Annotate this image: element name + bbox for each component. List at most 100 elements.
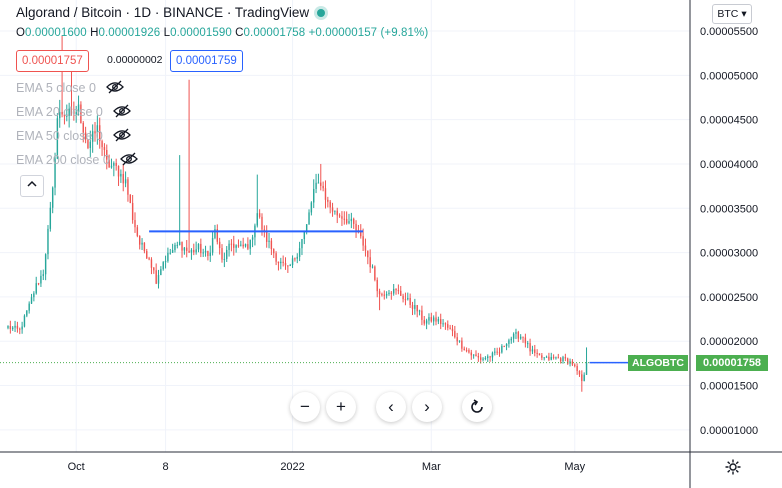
candle-body [369, 257, 371, 268]
candle-body [534, 349, 536, 353]
candle-body [437, 319, 440, 322]
indicator-legend-item[interactable]: EMA 20 close 0 [16, 104, 131, 119]
candle-body [209, 252, 211, 256]
zoom-out-button[interactable]: − [290, 392, 320, 422]
candle-body [237, 245, 240, 247]
candle-body [341, 216, 343, 219]
candle-body [275, 253, 277, 262]
candle-body [541, 355, 543, 358]
candle-body [392, 288, 395, 294]
candle-body [545, 356, 548, 358]
candle-body [51, 187, 54, 208]
collapse-legend-button[interactable] [20, 175, 44, 197]
candle-body [287, 265, 289, 267]
candle-body [59, 111, 61, 119]
last-price-label: 0.00001758 [696, 355, 768, 371]
candle-body [517, 332, 520, 339]
x-axis: Oct 8 2022 Mar May [0, 451, 782, 488]
candle-body [37, 283, 40, 285]
indicator-legend-item[interactable]: EMA 200 close 0 [16, 152, 138, 167]
gear-icon[interactable] [724, 458, 742, 476]
candle-body [211, 238, 214, 253]
candle-body [129, 194, 131, 203]
candle-body [472, 354, 475, 356]
candle-body [527, 343, 529, 345]
candle-body [181, 241, 183, 251]
chevron-up-icon [27, 180, 37, 187]
candle-body [411, 304, 414, 309]
spread-value: 0.00000002 [104, 50, 166, 70]
candle-body [171, 250, 174, 253]
reset-chart-button[interactable] [462, 392, 492, 422]
candle-body [510, 338, 512, 341]
candle-body [134, 220, 136, 228]
candle-body [204, 250, 207, 253]
currency-label: BTC [717, 8, 739, 20]
candle-body [418, 310, 421, 312]
candle-body [174, 244, 176, 251]
y-tick-label: 0.00004000 [700, 159, 758, 171]
candle-body [282, 261, 284, 263]
candle-body [14, 325, 16, 328]
y-tick-label: 0.00003000 [700, 248, 758, 260]
candle-body [148, 258, 150, 260]
candle-body [249, 239, 251, 249]
candle-body [294, 258, 296, 260]
candle-body [477, 355, 480, 358]
candle-body [512, 333, 515, 339]
indicator-legend-item[interactable]: EMA 50 close 0 [16, 128, 131, 143]
scroll-right-button[interactable]: › [412, 392, 442, 422]
indicator-legend-item[interactable]: EMA 5 close 0 [16, 80, 124, 95]
candle-body [280, 261, 282, 264]
candle-body [557, 357, 560, 359]
candle-body [555, 357, 557, 359]
candle-body [42, 274, 44, 276]
candle-body [305, 224, 308, 232]
symbol-legend[interactable]: Algorand / Bitcoin · 1D · BINANCE · Trad… [16, 5, 326, 20]
hidden-eye-icon[interactable] [119, 152, 138, 166]
candle-body [421, 310, 423, 320]
y-axis: 0.00001000 0.00001500 0.00002000 0.00002500… [689, 0, 758, 452]
zoom-in-button[interactable]: + [326, 392, 356, 422]
scroll-left-button[interactable]: ‹ [376, 392, 406, 422]
hidden-eye-icon[interactable] [105, 80, 124, 94]
candle-body [449, 327, 451, 329]
buy-price-button[interactable]: 0.00001759 [170, 50, 243, 72]
candle-body [395, 288, 397, 291]
candle-body [61, 111, 63, 115]
candle-body [188, 250, 190, 253]
y-tick-label: 0.00002000 [700, 336, 758, 348]
candle-body [442, 323, 444, 325]
close-label: C [235, 27, 244, 39]
candle-body [113, 162, 115, 166]
candle-body [228, 243, 230, 250]
candle-body [468, 350, 470, 353]
candle-body [30, 297, 33, 304]
candle-body [143, 242, 146, 252]
candle-body [261, 216, 263, 230]
candle-body [202, 252, 204, 254]
candle-body [331, 207, 334, 212]
candle-body [367, 250, 369, 258]
candle-body [73, 109, 75, 115]
candle-body [153, 267, 155, 271]
candle-body [400, 290, 402, 296]
candle-body [432, 317, 435, 322]
hidden-eye-icon[interactable] [112, 128, 131, 142]
currency-selector[interactable]: BTC ▾ [712, 4, 752, 24]
change-value: +0.00000157 (+9.81%) [308, 27, 429, 39]
y-tick-label: 0.00005500 [700, 26, 758, 38]
sell-price-button[interactable]: 0.00001757 [16, 50, 89, 72]
candle-body [176, 244, 179, 246]
y-tick-label: 0.00001000 [700, 425, 758, 437]
hidden-eye-icon[interactable] [112, 104, 131, 118]
candle-body [169, 252, 171, 254]
candle-body [258, 213, 261, 217]
candle-body [49, 207, 52, 229]
candle-body [552, 356, 555, 358]
y-tick-label: 0.00001500 [700, 381, 758, 393]
candle-body [270, 240, 273, 250]
candle-body [68, 108, 70, 116]
indicator-label: EMA 50 close 0 [16, 129, 103, 143]
